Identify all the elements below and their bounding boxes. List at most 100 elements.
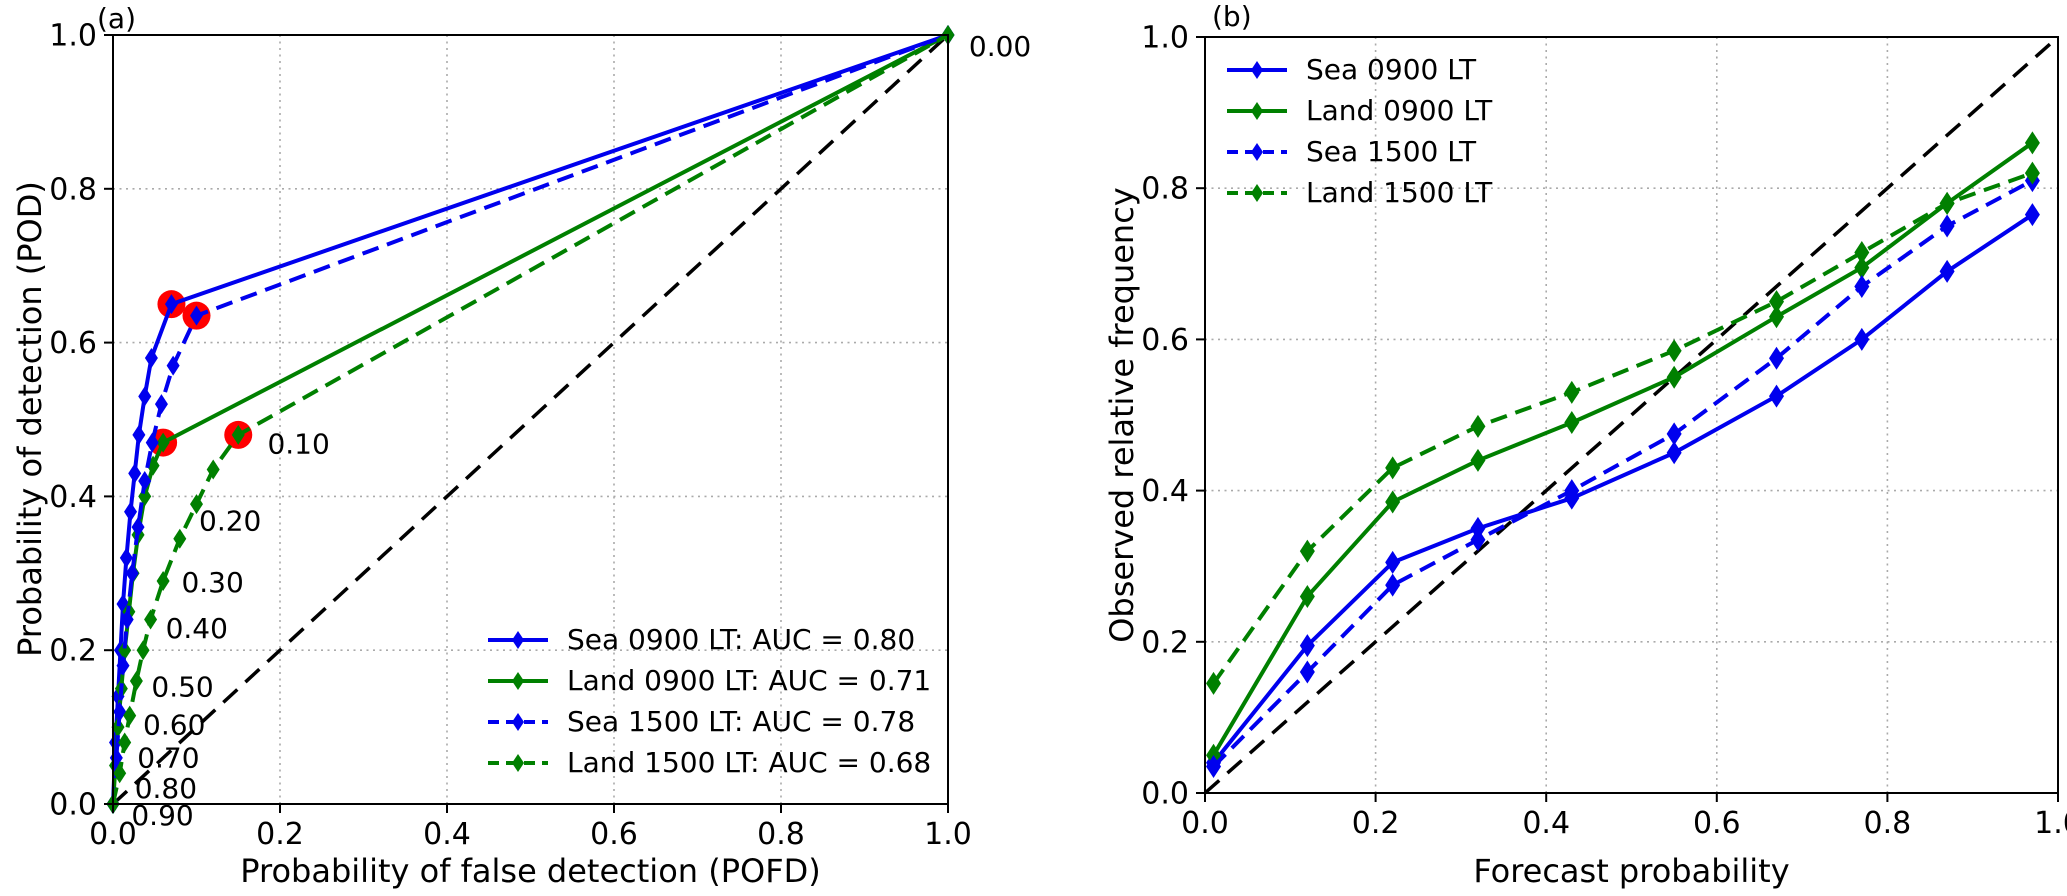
marker-diamond — [144, 347, 158, 368]
x-tick-label: 0.6 — [1693, 806, 1741, 841]
marker-diamond — [131, 517, 145, 538]
marker-diamond — [2024, 161, 2040, 185]
panel-a-xlabel: Probability of false detection (POFD) — [240, 852, 821, 890]
marker-diamond — [1854, 240, 1870, 264]
y-tick-label: 0.8 — [49, 172, 97, 207]
legend-item-sea-0900-lt-auc-0-80: Sea 0900 LT: AUC = 0.80 — [487, 619, 931, 660]
x-tick-label: 0.0 — [1181, 806, 1229, 841]
marker-diamond — [1854, 274, 1870, 298]
legend-label: Sea 1500 LT — [1306, 135, 1477, 168]
marker-diamond — [1564, 380, 1580, 404]
threshold-label: 0.80 — [135, 772, 197, 805]
marker-diamond — [1666, 441, 1682, 465]
marker-diamond — [1666, 365, 1682, 389]
legend-label: Land 1500 LT: AUC = 0.68 — [567, 746, 932, 779]
marker-diamond — [1769, 290, 1785, 314]
legend-marker-diamond — [512, 671, 524, 690]
marker-diamond — [2024, 203, 2040, 227]
legend-label: Sea 0900 LT — [1306, 53, 1477, 86]
marker-diamond — [113, 763, 127, 784]
x-tick-label: 0.6 — [590, 817, 638, 852]
legend-swatch — [1227, 183, 1287, 202]
marker-diamond — [138, 486, 152, 507]
marker-diamond — [1206, 755, 1222, 779]
panel-a-label: (a) — [97, 2, 137, 35]
y-tick-label: 0.4 — [1141, 474, 1189, 509]
legend-marker-diamond — [1251, 183, 1263, 202]
marker-diamond — [1769, 346, 1785, 370]
panel-b-ylabel: Observed relative frequency — [1103, 187, 1141, 643]
x-tick-label: 0.0 — [89, 817, 137, 852]
marker-diamond — [1299, 584, 1315, 608]
marker-diamond — [1470, 528, 1486, 552]
marker-diamond — [1564, 479, 1580, 503]
legend-label: Sea 1500 LT: AUC = 0.78 — [567, 705, 916, 738]
legend-swatch — [488, 712, 548, 731]
panel-a-legend: Sea 0900 LT: AUC = 0.80 Land 0900 LT: AUC… — [487, 619, 931, 783]
legend-item-land-1500-lt: Land 1500 LT — [1226, 172, 1492, 213]
y-tick-label: 1.0 — [49, 19, 97, 54]
legend-item-sea-1500-lt-auc-0-78: Sea 1500 LT: AUC = 0.78 — [487, 701, 931, 742]
legend-item-land-1500-lt-auc-0-68: Land 1500 LT: AUC = 0.68 — [487, 742, 931, 783]
y-tick-label: 0.2 — [49, 634, 97, 669]
reference-diagonal — [1203, 35, 2060, 795]
legend-marker-diamond — [512, 753, 524, 772]
marker-diamond — [116, 594, 130, 615]
series-line-land-1500-lt — [1211, 171, 2034, 685]
threshold-label: 0.60 — [143, 708, 205, 741]
marker-diamond — [1385, 573, 1401, 597]
panel-a-plot: 0.000.100.200.300.400.500.600.700.800.90… — [49, 19, 1031, 853]
marker-diamond — [156, 432, 170, 453]
marker-diamond — [1939, 214, 1955, 238]
marker-diamond — [166, 355, 180, 376]
marker-diamond — [190, 494, 203, 515]
legend-label: Land 0900 LT: AUC = 0.71 — [567, 664, 932, 697]
marker-diamond — [1854, 256, 1870, 280]
marker-diamond — [125, 563, 139, 584]
x-tick-label: 0.4 — [423, 817, 471, 852]
marker-diamond — [190, 305, 203, 326]
x-tick-label: 0.2 — [1352, 806, 1400, 841]
marker-diamond — [128, 463, 142, 484]
x-tick-label: 0.2 — [256, 817, 304, 852]
marker-diamond — [1666, 339, 1682, 363]
x-tick-label: 1.0 — [2034, 806, 2067, 841]
y-tick-label: 1.0 — [1141, 21, 1189, 56]
legend-item-land-0900-lt-auc-0-71: Land 0900 LT: AUC = 0.71 — [487, 660, 931, 701]
marker-diamond — [138, 386, 152, 407]
y-tick-label: 0.0 — [49, 788, 97, 823]
marker-diamond — [111, 717, 125, 738]
panel-a-ylabel: Probability of detection (POD) — [11, 181, 49, 657]
marker-diamond — [1385, 456, 1401, 480]
marker-diamond — [154, 394, 168, 415]
legend-item-land-0900-lt: Land 0900 LT — [1226, 90, 1492, 131]
marker-diamond — [124, 501, 138, 522]
x-tick-label: 0.8 — [757, 817, 805, 852]
marker-diamond — [2024, 131, 2040, 155]
marker-diamond — [1470, 414, 1486, 438]
legend-swatch — [1227, 101, 1287, 120]
marker-diamond — [119, 547, 133, 568]
series-line-sea-1500-lt — [1212, 178, 2034, 768]
threshold-label: 0.40 — [166, 612, 228, 645]
marker-diamond — [1299, 539, 1315, 563]
threshold-label: 0.50 — [151, 671, 213, 704]
marker-diamond — [1470, 448, 1486, 472]
threshold-label: 0.70 — [137, 741, 199, 774]
series-line-sea-0900-lt — [1211, 213, 2034, 765]
legend-marker-diamond — [1251, 101, 1263, 120]
legend-label: Sea 0900 LT: AUC = 0.80 — [567, 623, 916, 656]
marker-diamond — [1385, 490, 1401, 514]
threshold-label: 0.10 — [267, 428, 329, 461]
y-tick-label: 0.6 — [49, 326, 97, 361]
marker-diamond — [138, 471, 152, 492]
legend-swatch — [1227, 142, 1287, 161]
marker-diamond — [1299, 660, 1315, 684]
marker-diamond — [156, 570, 170, 591]
panel-b-xlabel: Forecast probability — [1473, 852, 1790, 890]
marker-diamond — [118, 640, 132, 661]
marker-diamond — [116, 655, 130, 676]
legend-marker-diamond — [512, 712, 524, 731]
x-tick-label: 0.4 — [1522, 806, 1570, 841]
